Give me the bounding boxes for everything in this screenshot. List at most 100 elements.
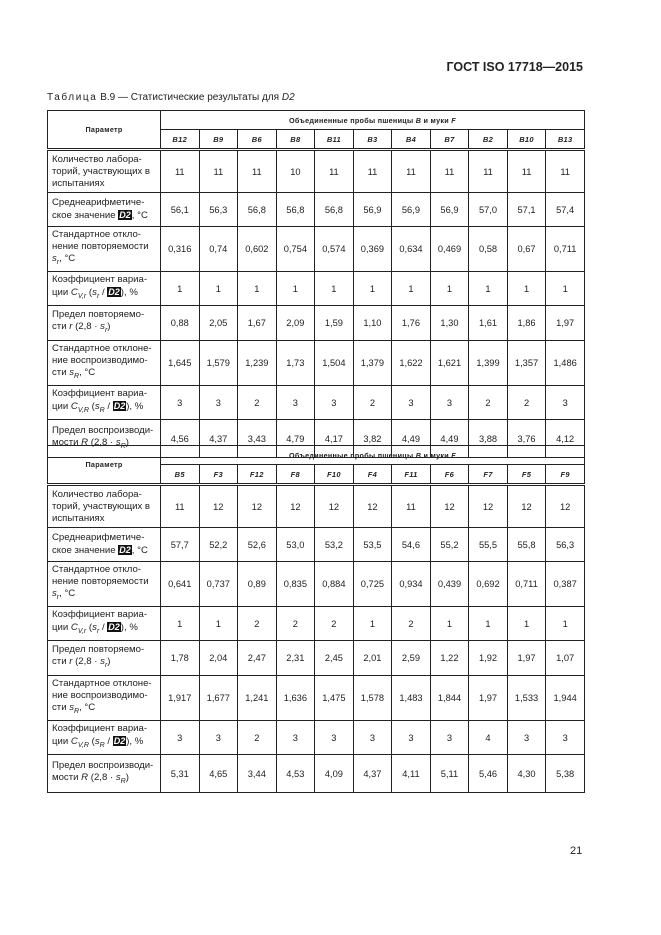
value-cell: 0,74 bbox=[198, 226, 239, 272]
value-cell: 3 bbox=[198, 385, 239, 420]
value-cell: 0,439 bbox=[429, 561, 470, 607]
sample-code-header: B3 bbox=[352, 129, 393, 151]
sample-code-header: B10 bbox=[506, 129, 547, 151]
value-cell: 52,6 bbox=[237, 527, 277, 562]
parameter-label: Коэффициент вариа-ции CV,R (sR / D2), % bbox=[47, 385, 161, 420]
value-cell: 2,05 bbox=[198, 305, 239, 341]
value-cell: 5,38 bbox=[545, 754, 585, 793]
value-cell: 11 bbox=[391, 484, 431, 528]
value-cell: 1 bbox=[198, 271, 239, 306]
value-cell: 3 bbox=[314, 720, 354, 755]
symbol-text: s bbox=[92, 287, 97, 298]
value-cell: 4,65 bbox=[198, 754, 239, 793]
value-cell: 1,97 bbox=[545, 305, 585, 341]
sample-code-header: B13 bbox=[545, 129, 585, 151]
sample-code-header: B8 bbox=[275, 129, 316, 151]
label-text: Стандартное откло-нение повторяемости bbox=[52, 564, 149, 587]
label-text: ( bbox=[86, 287, 93, 298]
value-cell: 2 bbox=[352, 385, 393, 420]
value-cell: 0,754 bbox=[275, 226, 316, 272]
value-cell: 57,0 bbox=[468, 192, 508, 227]
value-cell: 11 bbox=[198, 149, 239, 193]
value-cell: 53,5 bbox=[352, 527, 393, 562]
value-cell: 1,844 bbox=[429, 675, 470, 721]
table-caption: Таблица В.9 — Статистические результаты … bbox=[47, 92, 295, 103]
value-cell: 1,645 bbox=[160, 340, 200, 386]
value-cell: 11 bbox=[160, 149, 200, 193]
label-text: Коэффициент вариа-ции bbox=[52, 388, 148, 412]
symbol-text: R bbox=[99, 742, 105, 749]
value-cell: 4 bbox=[468, 720, 508, 755]
label-text: и муки bbox=[421, 115, 452, 125]
symbol-text: s bbox=[94, 736, 100, 747]
value-cell: 57,7 bbox=[160, 527, 200, 562]
label-text: и муки bbox=[421, 450, 452, 460]
label-text: / bbox=[104, 401, 113, 412]
value-cell: 1,86 bbox=[506, 305, 547, 341]
value-cell: 0,316 bbox=[160, 226, 200, 272]
value-cell: 0,711 bbox=[506, 561, 547, 607]
value-cell: 12 bbox=[429, 484, 470, 528]
value-cell: 1 bbox=[506, 606, 547, 641]
value-cell: 0,934 bbox=[391, 561, 431, 607]
mean-symbol: D2 bbox=[107, 622, 121, 632]
value-cell: 1,399 bbox=[468, 340, 508, 386]
table-row: Среднеарифметиче-ское значение D2, °C 56,… bbox=[47, 192, 585, 227]
value-cell: 2,04 bbox=[198, 640, 239, 676]
value-cell: 1 bbox=[468, 606, 508, 641]
symbol-text: s bbox=[115, 771, 121, 783]
value-cell: 0,692 bbox=[468, 561, 508, 607]
label-text: / bbox=[104, 736, 113, 747]
value-cell: 55,8 bbox=[506, 527, 547, 562]
label-text: Объединенные пробы пшеницы bbox=[289, 115, 416, 125]
value-cell: 56,9 bbox=[429, 192, 470, 227]
value-cell: 2,45 bbox=[314, 640, 354, 676]
symbol-text: C bbox=[70, 736, 78, 747]
symbol-text: C bbox=[70, 622, 78, 633]
symbol-text: s bbox=[69, 702, 75, 713]
value-cell: 5,46 bbox=[468, 754, 508, 793]
value-cell: 0,884 bbox=[314, 561, 354, 607]
sample-code-row: B5 F3 F12 F8 F10 F4 F11 F6 F7 F5 F9 bbox=[48, 464, 585, 486]
value-cell: 2,01 bbox=[352, 640, 393, 676]
table-row: Предел воспроизводи-мости R (2,8 · sR) 5,… bbox=[47, 754, 585, 793]
symbol-text: V,R bbox=[77, 742, 89, 749]
value-cell: 2,31 bbox=[275, 640, 316, 676]
value-cell: 4,53 bbox=[275, 754, 316, 793]
value-cell: 3 bbox=[429, 720, 470, 755]
value-cell: 11 bbox=[160, 484, 200, 528]
label-text: Стандартное отклоне-ние воспроизводимо-с… bbox=[52, 678, 152, 713]
value-cell: 1,622 bbox=[391, 340, 431, 386]
value-cell: 3 bbox=[160, 385, 200, 420]
sample-code-header: F4 bbox=[352, 464, 393, 486]
value-cell: 1,379 bbox=[352, 340, 393, 386]
value-cell: 11 bbox=[314, 149, 354, 193]
sample-code-header: B6 bbox=[237, 129, 277, 151]
value-cell: 3 bbox=[275, 720, 316, 755]
label-text: ( bbox=[86, 622, 93, 633]
mean-symbol: D2 bbox=[112, 736, 127, 746]
caption-text: — Статистические результаты для bbox=[118, 92, 282, 103]
label-text: Стандартное отклоне-ние воспроизводимо-с… bbox=[52, 343, 152, 378]
parameter-label: Стандартное откло-нение повторяемости sr… bbox=[47, 561, 161, 607]
value-cell: 12 bbox=[237, 484, 277, 528]
value-cell: 11 bbox=[545, 149, 585, 193]
value-cell: 11 bbox=[506, 149, 547, 193]
label-text: ), % bbox=[126, 736, 144, 747]
value-cell: 57,1 bbox=[506, 192, 547, 227]
value-cell: 1,475 bbox=[314, 675, 354, 721]
value-cell: 1,59 bbox=[314, 305, 354, 341]
value-cell: 3 bbox=[391, 720, 431, 755]
value-cell: 1,483 bbox=[391, 675, 431, 721]
sample-code-header: B9 bbox=[198, 129, 239, 151]
symbol-text: s bbox=[52, 588, 57, 599]
table-row: Стандартное откло-нение повторяемости sr… bbox=[47, 561, 585, 607]
value-cell: 12 bbox=[198, 484, 239, 528]
value-cell: 12 bbox=[352, 484, 393, 528]
value-cell: 3 bbox=[391, 385, 431, 420]
symbol-text: r bbox=[96, 293, 100, 300]
value-cell: 0,725 bbox=[352, 561, 393, 607]
parameter-label: Предел воспроизводи-мости R (2,8 · sR) bbox=[47, 754, 161, 793]
symbol-text: B bbox=[415, 450, 422, 460]
value-cell: 1 bbox=[237, 271, 277, 306]
